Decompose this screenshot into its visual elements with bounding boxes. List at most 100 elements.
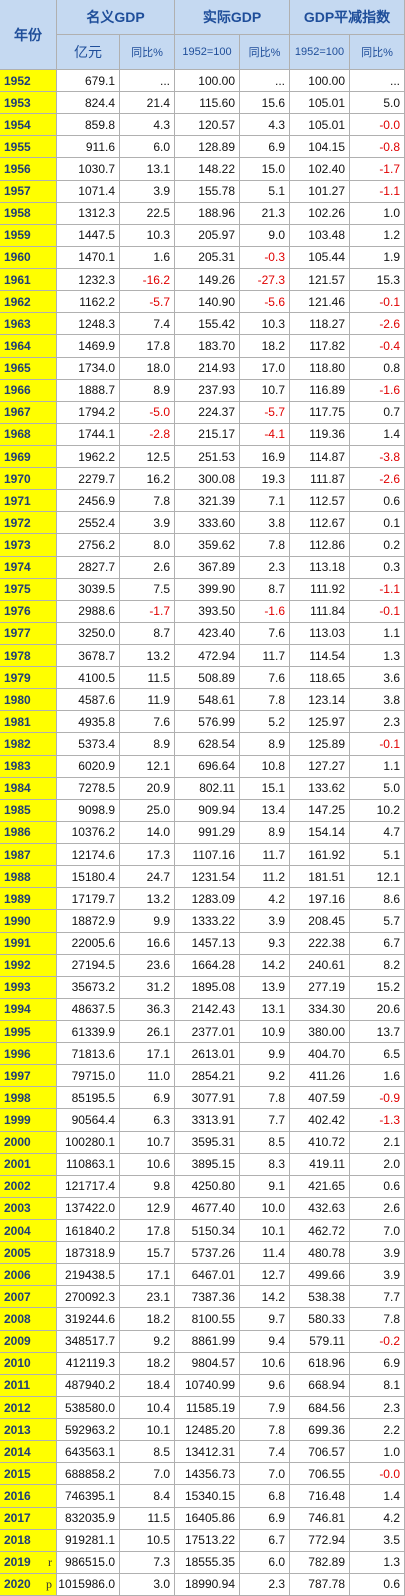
value-cell: 112.57 [290,490,350,513]
year-cell: 2015 [0,1463,57,1486]
value-cell: 6.0 [120,136,175,159]
value-cell: 2.2 [350,1419,405,1442]
value-cell: 100280.1 [57,1131,120,1154]
value-cell: 11.7 [240,844,290,867]
year-cell: 1987 [0,844,57,867]
value-cell: 17.8 [120,335,175,358]
value-cell: 7.8 [120,490,175,513]
year-note: r [48,1554,52,1569]
year-cell: 1995 [0,1020,57,1044]
value-cell: 0.6 [350,1175,405,1198]
value-cell: 4677.40 [175,1197,240,1221]
value-cell: -0.0 [350,114,405,137]
value-cell: 121.57 [290,269,350,292]
year-cell: 2014 [0,1441,57,1464]
value-cell: 125.97 [290,711,350,734]
year-cell: 1965 [0,357,57,380]
year: 1952 [4,73,31,88]
value-cell: 14356.73 [175,1463,240,1486]
value-cell: 1469.9 [57,335,120,358]
value-cell: 21.3 [240,202,290,225]
year-cell: 2001 [0,1153,57,1176]
value-cell: 8.1 [350,1374,405,1397]
value-cell: 911.6 [57,136,120,159]
value-cell: 18872.9 [57,910,120,933]
value-cell: 148.22 [175,158,240,181]
value-cell: 5150.34 [175,1220,240,1243]
value-cell: 7.8 [350,1308,405,1331]
value-cell: 3678.7 [57,645,120,668]
value-cell: 61339.9 [57,1020,120,1044]
value-cell: 18.0 [120,357,175,380]
value-cell: 14.0 [120,821,175,845]
value-cell: 3595.31 [175,1131,240,1154]
value-cell: 832035.9 [57,1507,120,1530]
year: 1991 [4,936,31,951]
year-cell: 1973 [0,534,57,557]
year: 1956 [4,162,31,176]
value-cell: 668.94 [290,1374,350,1397]
year: 1966 [4,383,31,398]
year-note: p [46,1576,52,1591]
value-cell: 3.9 [240,910,290,933]
year-cell: 2003 [0,1197,57,1221]
year-cell: 1968 [0,423,57,446]
year-cell: 1961 [0,269,57,292]
year-cell: 1967 [0,401,57,424]
value-cell: 1231.54 [175,866,240,889]
year-cell: 2020 p [0,1573,57,1596]
value-cell: 8.6 [350,888,405,911]
value-cell: 9804.57 [175,1352,240,1375]
value-cell: 10.6 [240,1352,290,1375]
value-cell: 26.1 [120,1020,175,1044]
value-cell: 986515.0 [57,1551,120,1574]
value-cell: 118.80 [290,357,350,380]
value-cell: -1.3 [350,1109,405,1132]
value-cell: 4587.6 [57,689,120,712]
value-cell: 15.6 [240,92,290,115]
value-cell: 333.60 [175,512,240,535]
value-cell: 411.26 [290,1065,350,1088]
year-cell: 1971 [0,490,57,513]
value-cell: 4100.5 [57,667,120,690]
value-cell: 7.4 [120,313,175,336]
value-cell: 79715.0 [57,1065,120,1088]
value-cell: 4935.8 [57,711,120,734]
value-cell: 111.92 [290,578,350,601]
group-header: 名义GDP [57,0,175,35]
value-cell: 222.38 [290,932,350,955]
value-cell: 321.39 [175,490,240,513]
year: 1967 [4,405,31,420]
value-cell: -5.7 [240,401,290,424]
value-cell: 1.2 [350,224,405,247]
value-cell: 9.9 [240,1043,290,1066]
value-cell: 508.89 [175,667,240,690]
value-cell: 6.5 [350,1043,405,1066]
value-cell: 7.7 [350,1286,405,1309]
value-cell: 7.8 [240,534,290,557]
value-cell: 9.7 [240,1308,290,1331]
value-cell: 48637.5 [57,998,120,1021]
year: 1977 [4,626,31,641]
year: 1978 [4,648,31,663]
value-cell: 746.81 [290,1507,350,1530]
value-cell: 118.27 [290,313,350,336]
value-cell: 101.27 [290,180,350,203]
year-cell: 1962 [0,291,57,314]
year: 2010 [4,1356,31,1371]
value-cell: 7.8 [240,689,290,712]
value-cell: 5.7 [350,910,405,933]
value-cell: 10.5 [120,1529,175,1552]
value-cell: 18555.35 [175,1551,240,1574]
year-cell: 2016 [0,1485,57,1508]
value-cell: 1734.0 [57,357,120,380]
year: 2012 [4,1400,31,1415]
value-cell: 25.0 [120,799,175,822]
year: 2005 [4,1245,31,1260]
value-cell: 399.90 [175,578,240,601]
value-cell: 1071.4 [57,180,120,203]
value-cell: 118.65 [290,667,350,690]
value-cell: 7.1 [240,490,290,513]
value-cell: 300.08 [175,468,240,491]
value-cell: 161840.2 [57,1220,120,1243]
